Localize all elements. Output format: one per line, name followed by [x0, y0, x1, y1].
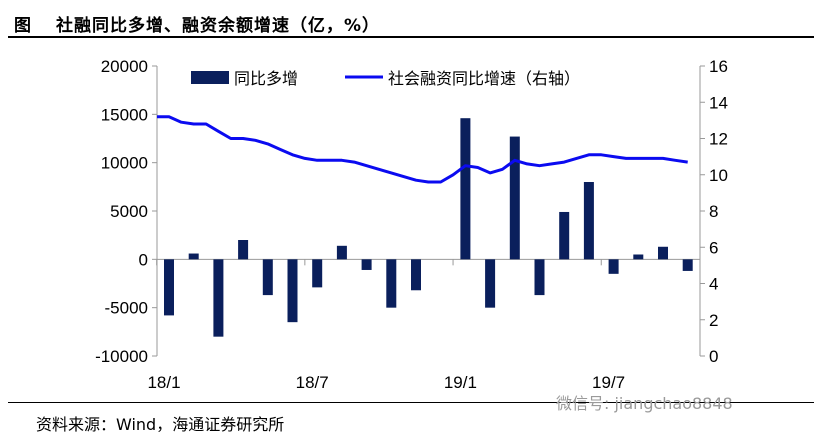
y-left-tick-label: 20000 [101, 57, 148, 76]
bar [485, 259, 496, 308]
y-right-tick-label: 12 [709, 130, 728, 149]
y-right-tick-label: 14 [709, 93, 728, 112]
source-note: 资料来源：Wind，海通证券研究所 [36, 415, 285, 434]
bar [583, 182, 594, 260]
line-group [157, 115, 688, 184]
y-left-tick-label: -5000 [105, 299, 148, 318]
series-line [157, 115, 688, 184]
y-left-tick-label: -10000 [95, 347, 148, 366]
legend-label-bar: 同比多增 [234, 69, 298, 88]
bar [559, 211, 570, 260]
bar [411, 259, 421, 291]
bars-group [164, 118, 693, 337]
x-tick-label: 19/7 [592, 373, 625, 392]
axes-group: -10000 -5000 0 5000 10000 15000 20000 0 2 4 6 8 10 12… [95, 57, 728, 392]
y-right-tick-label: 8 [709, 202, 718, 221]
bar [262, 259, 273, 296]
legend-swatch-bar [191, 71, 229, 84]
legend-label-line: 社会融资同比增速（右轴） [388, 69, 580, 88]
bar [509, 136, 520, 260]
bar [287, 259, 298, 323]
title-bar: 图 社融同比多增、融资余额增速（亿，%） [8, 4, 814, 38]
y-left-tick-label: 10000 [101, 154, 148, 173]
x-tick-label: 18/1 [147, 373, 180, 392]
bar [608, 259, 619, 274]
y-right-tick-label: 2 [709, 311, 718, 330]
bar [188, 253, 199, 260]
figure-label: 图 [14, 16, 31, 36]
bar [336, 245, 347, 260]
y-right-tick-label: 6 [709, 238, 718, 257]
bar [386, 259, 397, 308]
bar [658, 246, 668, 260]
y-right-tick-label: 0 [709, 347, 718, 366]
y-left-tick-label: 15000 [101, 105, 148, 124]
footer-divider [8, 402, 814, 403]
legend-group: 同比多增 社会融资同比增速（右轴） [191, 69, 580, 88]
y-right-tick-label: 10 [709, 166, 728, 185]
bar [361, 259, 372, 270]
y-right-tick-label: 4 [709, 275, 718, 294]
x-tick-label: 18/7 [296, 373, 329, 392]
bar [682, 259, 693, 271]
y-right-tick-label: 16 [709, 57, 728, 76]
y-left-tick-label: 5000 [110, 202, 148, 221]
bar [213, 259, 224, 337]
bar [164, 259, 174, 316]
x-tick-label: 19/1 [444, 373, 477, 392]
watermark: 微信号: jiangchao8848 [556, 394, 733, 413]
bar [238, 240, 249, 260]
bar [633, 254, 644, 260]
bar [460, 118, 471, 260]
bar [312, 259, 323, 288]
chart-title: 社融同比多增、融资余额增速（亿，%） [56, 16, 381, 36]
bar [534, 259, 545, 296]
y-left-tick-label: 0 [139, 250, 148, 269]
